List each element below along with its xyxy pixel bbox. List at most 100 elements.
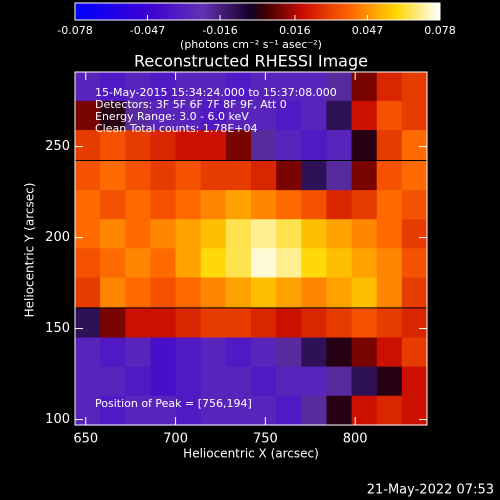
cell [175,366,202,397]
cell [276,277,302,308]
x-tick-label: 700 [163,432,188,447]
colorbar-tick-label: 0.016 [279,24,311,37]
cell [351,219,378,250]
cell [326,308,353,339]
heatmap [75,71,428,426]
cell [125,219,151,250]
cell [175,130,202,160]
cell [251,71,277,102]
cell [75,71,101,102]
cell [75,366,101,397]
cell [376,308,403,339]
cell [301,277,327,308]
cell [75,219,101,250]
cell [376,366,403,397]
cell [251,190,277,221]
cell [251,308,277,339]
cell [251,277,277,308]
cell [225,130,252,160]
cell [175,100,202,131]
colorbar-tick-label: 0.047 [352,24,384,37]
cell [276,130,302,160]
cell [175,71,202,102]
cell [301,71,327,102]
cell [276,308,302,339]
cell [175,219,202,250]
cell [225,248,252,279]
cell [276,219,302,250]
cell [100,100,126,131]
colorbar-tick-label: -0.078 [57,24,92,37]
cell [200,308,227,339]
cell [225,277,252,308]
cell [301,219,327,250]
chart-title: Reconstructed RHESSI Image [134,52,368,71]
cell [301,100,327,131]
cell [100,337,126,368]
cell [225,71,252,102]
cell [125,395,151,426]
x-axis-label: Heliocentric X (arcsec) [183,447,319,461]
cell [225,190,252,221]
cell [251,130,277,160]
cell [200,366,227,397]
cell [401,100,428,131]
plot-frame [74,71,428,426]
cell [401,130,428,160]
cell [401,308,428,339]
cell [401,71,428,102]
annotation: Clean Total counts: 1.78E+04 [95,122,258,135]
cell [376,248,403,279]
cell [301,395,327,426]
cell [276,248,302,279]
cell [175,161,202,191]
x-tick-label: 650 [73,432,98,447]
cell [251,100,277,131]
colorbar-tick-label: -0.047 [130,24,165,37]
cell [276,366,302,397]
cell [150,277,177,308]
cell [125,71,151,102]
cell [376,71,403,102]
cell [301,308,327,339]
colorbar [74,2,441,21]
cell [150,161,177,191]
cell [125,130,151,160]
cell [351,130,378,160]
cell [376,130,403,160]
cell [351,277,378,308]
cell [150,100,177,131]
cell [301,190,327,221]
cell [401,248,428,279]
cell [75,337,101,368]
cell [125,277,151,308]
cell [175,277,202,308]
cell [225,219,252,250]
cell [75,277,101,308]
cell [200,248,227,279]
cell [100,366,126,397]
cell [351,248,378,279]
cell [276,161,302,191]
cell [175,248,202,279]
cell [376,395,403,426]
cell [251,366,277,397]
cell [351,161,378,191]
cell [100,248,126,279]
cell [351,337,378,368]
cell [251,395,277,426]
cell [376,337,403,368]
cell [75,100,101,131]
cell [125,308,151,339]
cell [150,308,177,339]
cell [376,100,403,131]
cell [251,161,277,191]
cell [225,366,252,397]
cell [326,161,353,191]
cell [225,337,252,368]
cell [225,395,252,426]
cell [150,248,177,279]
cell [175,395,202,426]
peak-label: Position of Peak = [756,194] [95,397,252,410]
cell [351,395,378,426]
